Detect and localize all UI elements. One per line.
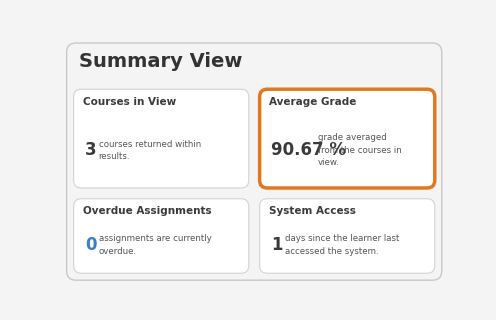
Text: Average Grade: Average Grade [269, 97, 356, 107]
Text: 90.67 %: 90.67 % [271, 141, 346, 159]
Text: Summary View: Summary View [79, 52, 243, 71]
Text: 0: 0 [85, 236, 97, 254]
Text: 1: 1 [271, 236, 283, 254]
FancyBboxPatch shape [73, 89, 249, 188]
Text: days since the learner last
accessed the system.: days since the learner last accessed the… [285, 234, 399, 256]
Text: assignments are currently
overdue.: assignments are currently overdue. [99, 234, 211, 256]
FancyBboxPatch shape [73, 199, 249, 273]
Text: courses returned within
results.: courses returned within results. [99, 140, 201, 161]
Text: Overdue Assignments: Overdue Assignments [83, 206, 212, 216]
Text: 3: 3 [85, 141, 97, 159]
FancyBboxPatch shape [66, 43, 442, 280]
Text: System Access: System Access [269, 206, 356, 216]
FancyBboxPatch shape [259, 89, 435, 188]
Text: grade averaged
from the courses in
view.: grade averaged from the courses in view. [318, 133, 402, 167]
Text: Courses in View: Courses in View [83, 97, 176, 107]
FancyBboxPatch shape [259, 199, 435, 273]
